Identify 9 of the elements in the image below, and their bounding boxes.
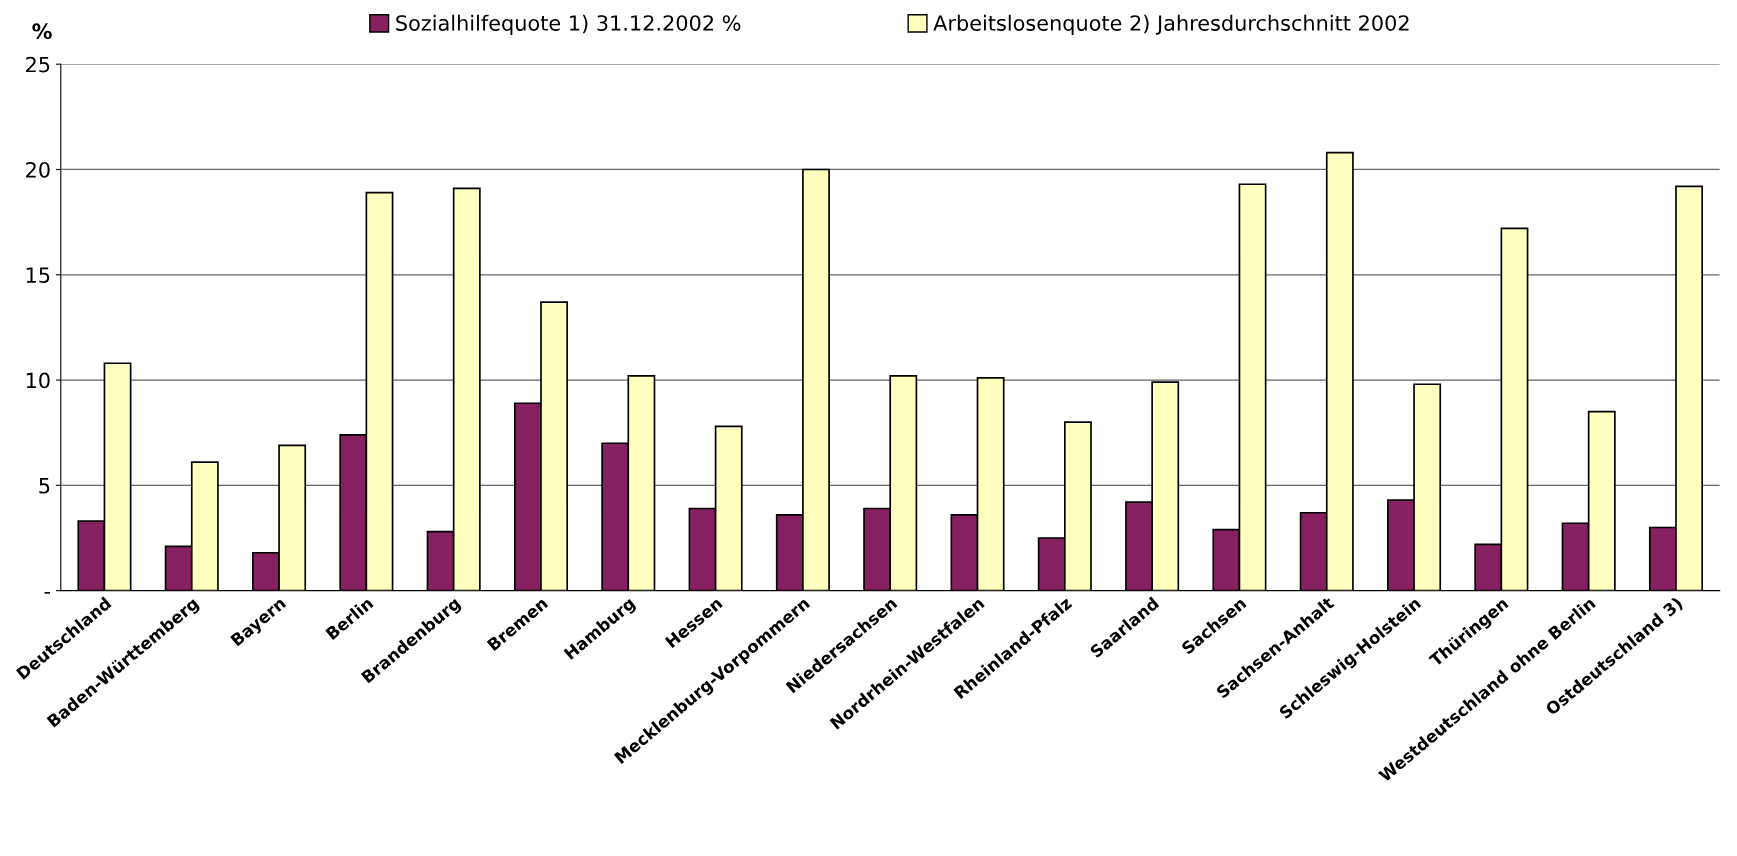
legend-label: Arbeitslosenquote 2) Jahresdurchschnitt 2002 — [933, 14, 1409, 35]
y-axis-title: % — [32, 23, 52, 40]
y-tick-label: 5 — [39, 478, 50, 494]
legend-label: Sozialhilfequote 1) 31.12.2002 % — [396, 14, 741, 35]
y-tick-label: 15 — [26, 267, 50, 283]
y-tick-label: 20 — [26, 161, 50, 178]
y-tick-label: 25 — [26, 56, 50, 73]
y-tick-label: - — [44, 592, 51, 594]
y-tick-label: 10 — [26, 372, 50, 389]
